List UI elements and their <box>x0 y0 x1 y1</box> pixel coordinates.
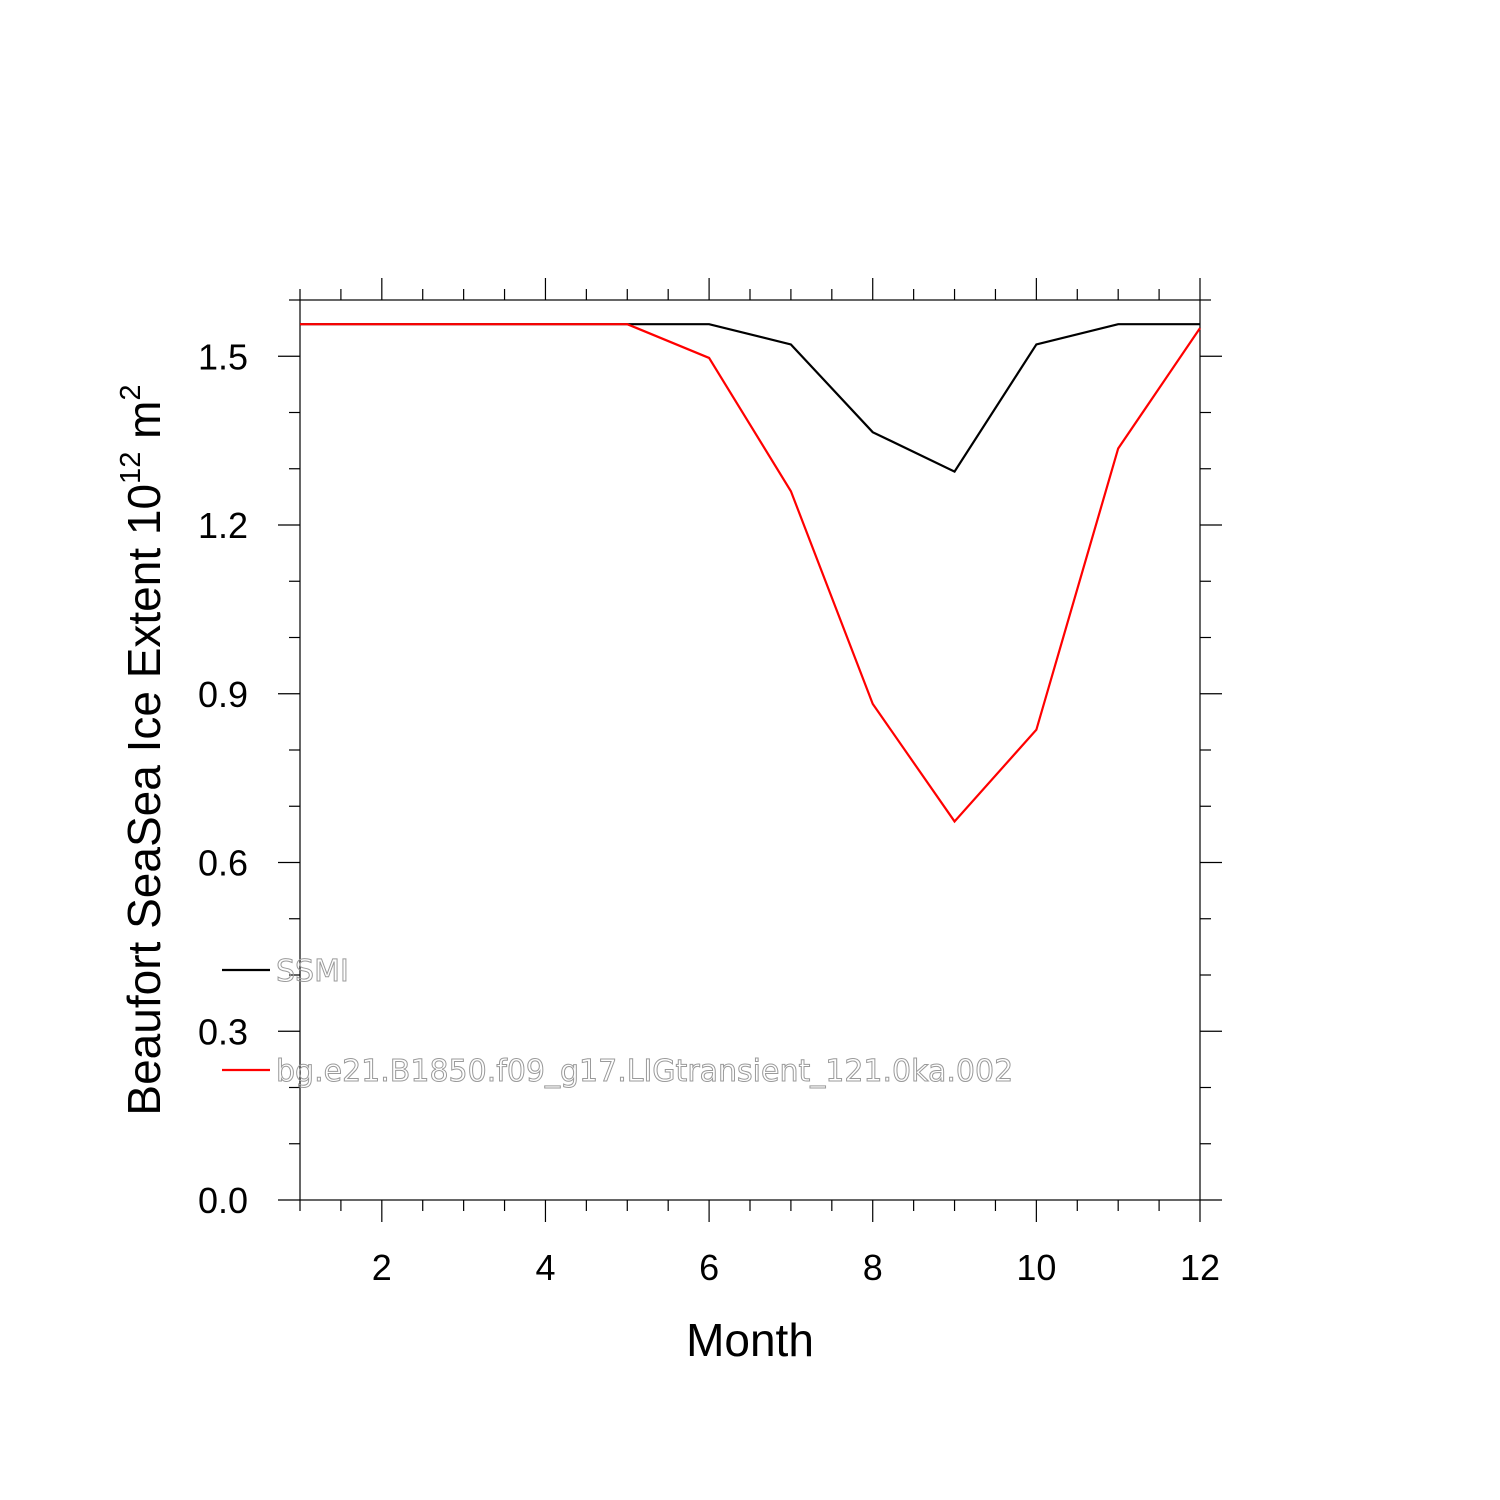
axis-labels: 2 4 6 8 10 12 0.0 0.3 0.6 0.9 1.2 1.5 <box>198 336 1220 1288</box>
y-tick-label: 0.0 <box>198 1180 248 1221</box>
y-tick-label: 0.9 <box>198 674 248 715</box>
x-tick-label: 10 <box>1016 1247 1056 1288</box>
x-axis-title: Month <box>686 1314 814 1366</box>
axis-ticks <box>278 278 1222 1222</box>
y-axis-title-exponent1: 12 <box>115 452 147 484</box>
legend: SSMI bg.e21.B1850.f09_g17.LIGtransient_12… <box>222 954 1014 1090</box>
data-series <box>300 323 1201 824</box>
y-axis-title-prefix: Beaufort SeaSea Ice Extent 10 <box>118 484 170 1116</box>
x-tick-label: 6 <box>699 1247 719 1288</box>
series-line-1 <box>300 323 1200 473</box>
x-tick-label: 2 <box>372 1247 392 1288</box>
x-tick-label: 12 <box>1180 1247 1220 1288</box>
y-axis-title-exponent2: 2 <box>115 384 147 400</box>
y-tick-label: 1.2 <box>198 505 248 546</box>
y-axis-title-unit: m <box>118 401 170 452</box>
series-line-2 <box>300 323 1201 824</box>
y-tick-label: 0.6 <box>198 843 248 884</box>
x-tick-label: 4 <box>535 1247 555 1288</box>
y-axis-title: Beaufort SeaSea Ice Extent 1012 m2 <box>115 384 170 1115</box>
y-tick-label: 0.3 <box>198 1011 248 1052</box>
x-tick-label: 8 <box>863 1247 883 1288</box>
legend-label: bg.e21.B1850.f09_g17.LIGtransient_121.0k… <box>276 1054 1013 1089</box>
legend-label: SSMI <box>276 954 349 989</box>
y-tick-label: 1.5 <box>198 336 248 377</box>
